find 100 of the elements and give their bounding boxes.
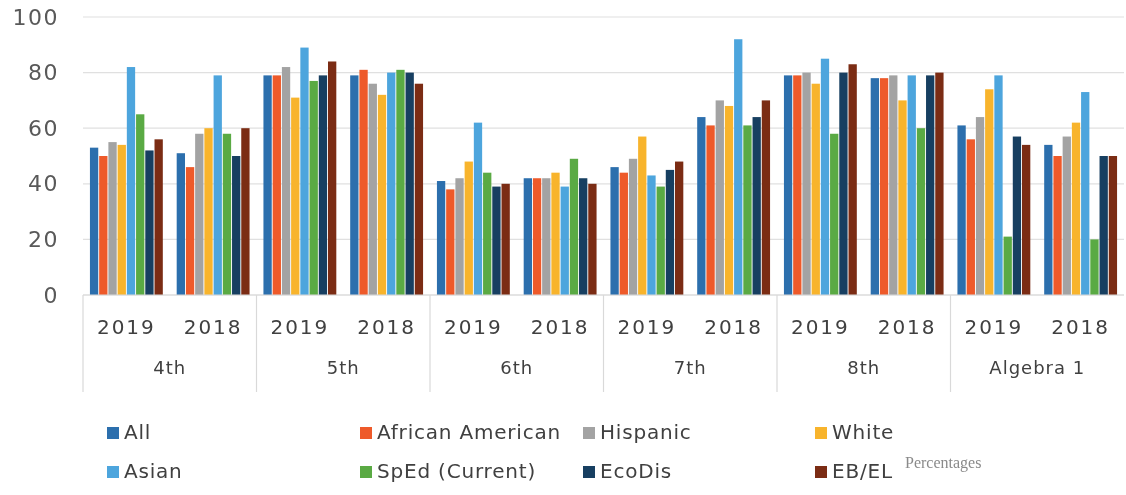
bar bbox=[145, 150, 154, 295]
bar bbox=[1053, 156, 1062, 295]
bar bbox=[560, 186, 569, 295]
bar bbox=[839, 72, 848, 295]
bar bbox=[99, 156, 108, 295]
bar bbox=[1022, 144, 1031, 295]
bar bbox=[473, 122, 483, 295]
bar bbox=[455, 178, 464, 295]
bar bbox=[414, 83, 424, 295]
text: 7th bbox=[673, 357, 707, 378]
bar bbox=[957, 125, 966, 295]
legend-label: EcoDis bbox=[600, 458, 673, 483]
bar bbox=[783, 75, 793, 295]
bar bbox=[1003, 236, 1012, 295]
bar bbox=[724, 105, 734, 295]
bar bbox=[966, 139, 975, 295]
x-tick-label: 2019 bbox=[964, 315, 1024, 340]
y-tick-label: 0 bbox=[43, 282, 59, 308]
text: 4th bbox=[153, 357, 187, 378]
legend-label: Asian bbox=[124, 458, 183, 483]
bar bbox=[879, 78, 889, 295]
bar bbox=[396, 69, 405, 295]
bar bbox=[1108, 156, 1118, 295]
bar bbox=[628, 158, 638, 295]
x-tick-label: 2018 bbox=[877, 315, 937, 340]
x-tick-label: 2018 bbox=[357, 315, 417, 340]
bar bbox=[994, 75, 1003, 295]
bar bbox=[359, 69, 368, 295]
bar bbox=[350, 75, 359, 295]
bar bbox=[610, 167, 619, 295]
bar bbox=[222, 133, 232, 295]
bar bbox=[532, 178, 542, 295]
bar bbox=[793, 75, 802, 295]
x-tick-label: 2019 bbox=[270, 315, 330, 340]
bar bbox=[830, 133, 839, 295]
bar bbox=[436, 181, 446, 295]
bar bbox=[898, 100, 907, 295]
bar bbox=[916, 128, 926, 295]
text: 8th bbox=[847, 357, 881, 378]
bar bbox=[697, 117, 706, 295]
x-tick-label: 2018 bbox=[530, 315, 590, 340]
bar bbox=[926, 75, 935, 295]
y-tick-label: 40 bbox=[28, 171, 59, 197]
bar bbox=[523, 178, 532, 295]
bar bbox=[761, 100, 771, 295]
bar bbox=[492, 186, 501, 295]
bar bbox=[272, 75, 281, 295]
x-tick-label: 2019 bbox=[96, 315, 156, 340]
text: Percentages bbox=[905, 454, 982, 472]
bar bbox=[1090, 239, 1099, 295]
bar bbox=[483, 172, 492, 295]
bar bbox=[588, 183, 597, 295]
bar bbox=[802, 72, 811, 295]
bar bbox=[185, 167, 195, 295]
bar bbox=[743, 125, 752, 295]
bar bbox=[213, 75, 222, 295]
bar bbox=[204, 128, 213, 295]
bar bbox=[89, 147, 99, 295]
bar bbox=[820, 58, 830, 295]
bar bbox=[907, 75, 916, 295]
bar bbox=[368, 83, 377, 295]
x-tick-label: 2019 bbox=[790, 315, 850, 340]
bar bbox=[300, 47, 309, 295]
bar bbox=[328, 61, 337, 295]
bar bbox=[309, 80, 318, 295]
bar bbox=[542, 178, 551, 295]
legend-label: Hispanic bbox=[600, 419, 692, 444]
bar bbox=[108, 142, 117, 295]
bar bbox=[154, 139, 163, 295]
text: Algebra 1 bbox=[989, 357, 1086, 378]
bar bbox=[405, 72, 414, 295]
bar bbox=[126, 67, 136, 295]
bar bbox=[1062, 136, 1071, 295]
bar bbox=[1099, 156, 1108, 295]
x-tick-label: 2018 bbox=[1051, 315, 1111, 340]
bar bbox=[889, 75, 898, 295]
bar bbox=[446, 189, 455, 295]
bar bbox=[291, 97, 300, 295]
bar bbox=[638, 136, 647, 295]
bar bbox=[117, 144, 126, 295]
legend-label: African American bbox=[377, 419, 562, 444]
bar bbox=[870, 78, 879, 295]
bar bbox=[665, 169, 675, 295]
bar bbox=[232, 156, 241, 295]
x-tick-label: 2019 bbox=[443, 315, 503, 340]
bar bbox=[848, 64, 857, 295]
x-tick-label: 2019 bbox=[617, 315, 677, 340]
bar bbox=[706, 125, 715, 295]
bar bbox=[1044, 144, 1053, 295]
bar bbox=[464, 161, 473, 295]
y-tick-label: 100 bbox=[12, 4, 59, 30]
x-tick-label: 2018 bbox=[704, 315, 764, 340]
bar bbox=[656, 186, 665, 295]
bar bbox=[1012, 136, 1022, 295]
bar bbox=[263, 75, 272, 295]
bar bbox=[318, 75, 328, 295]
bar bbox=[387, 72, 396, 295]
y-tick-label: 20 bbox=[28, 226, 59, 252]
bar bbox=[734, 39, 743, 295]
bar bbox=[569, 158, 579, 295]
